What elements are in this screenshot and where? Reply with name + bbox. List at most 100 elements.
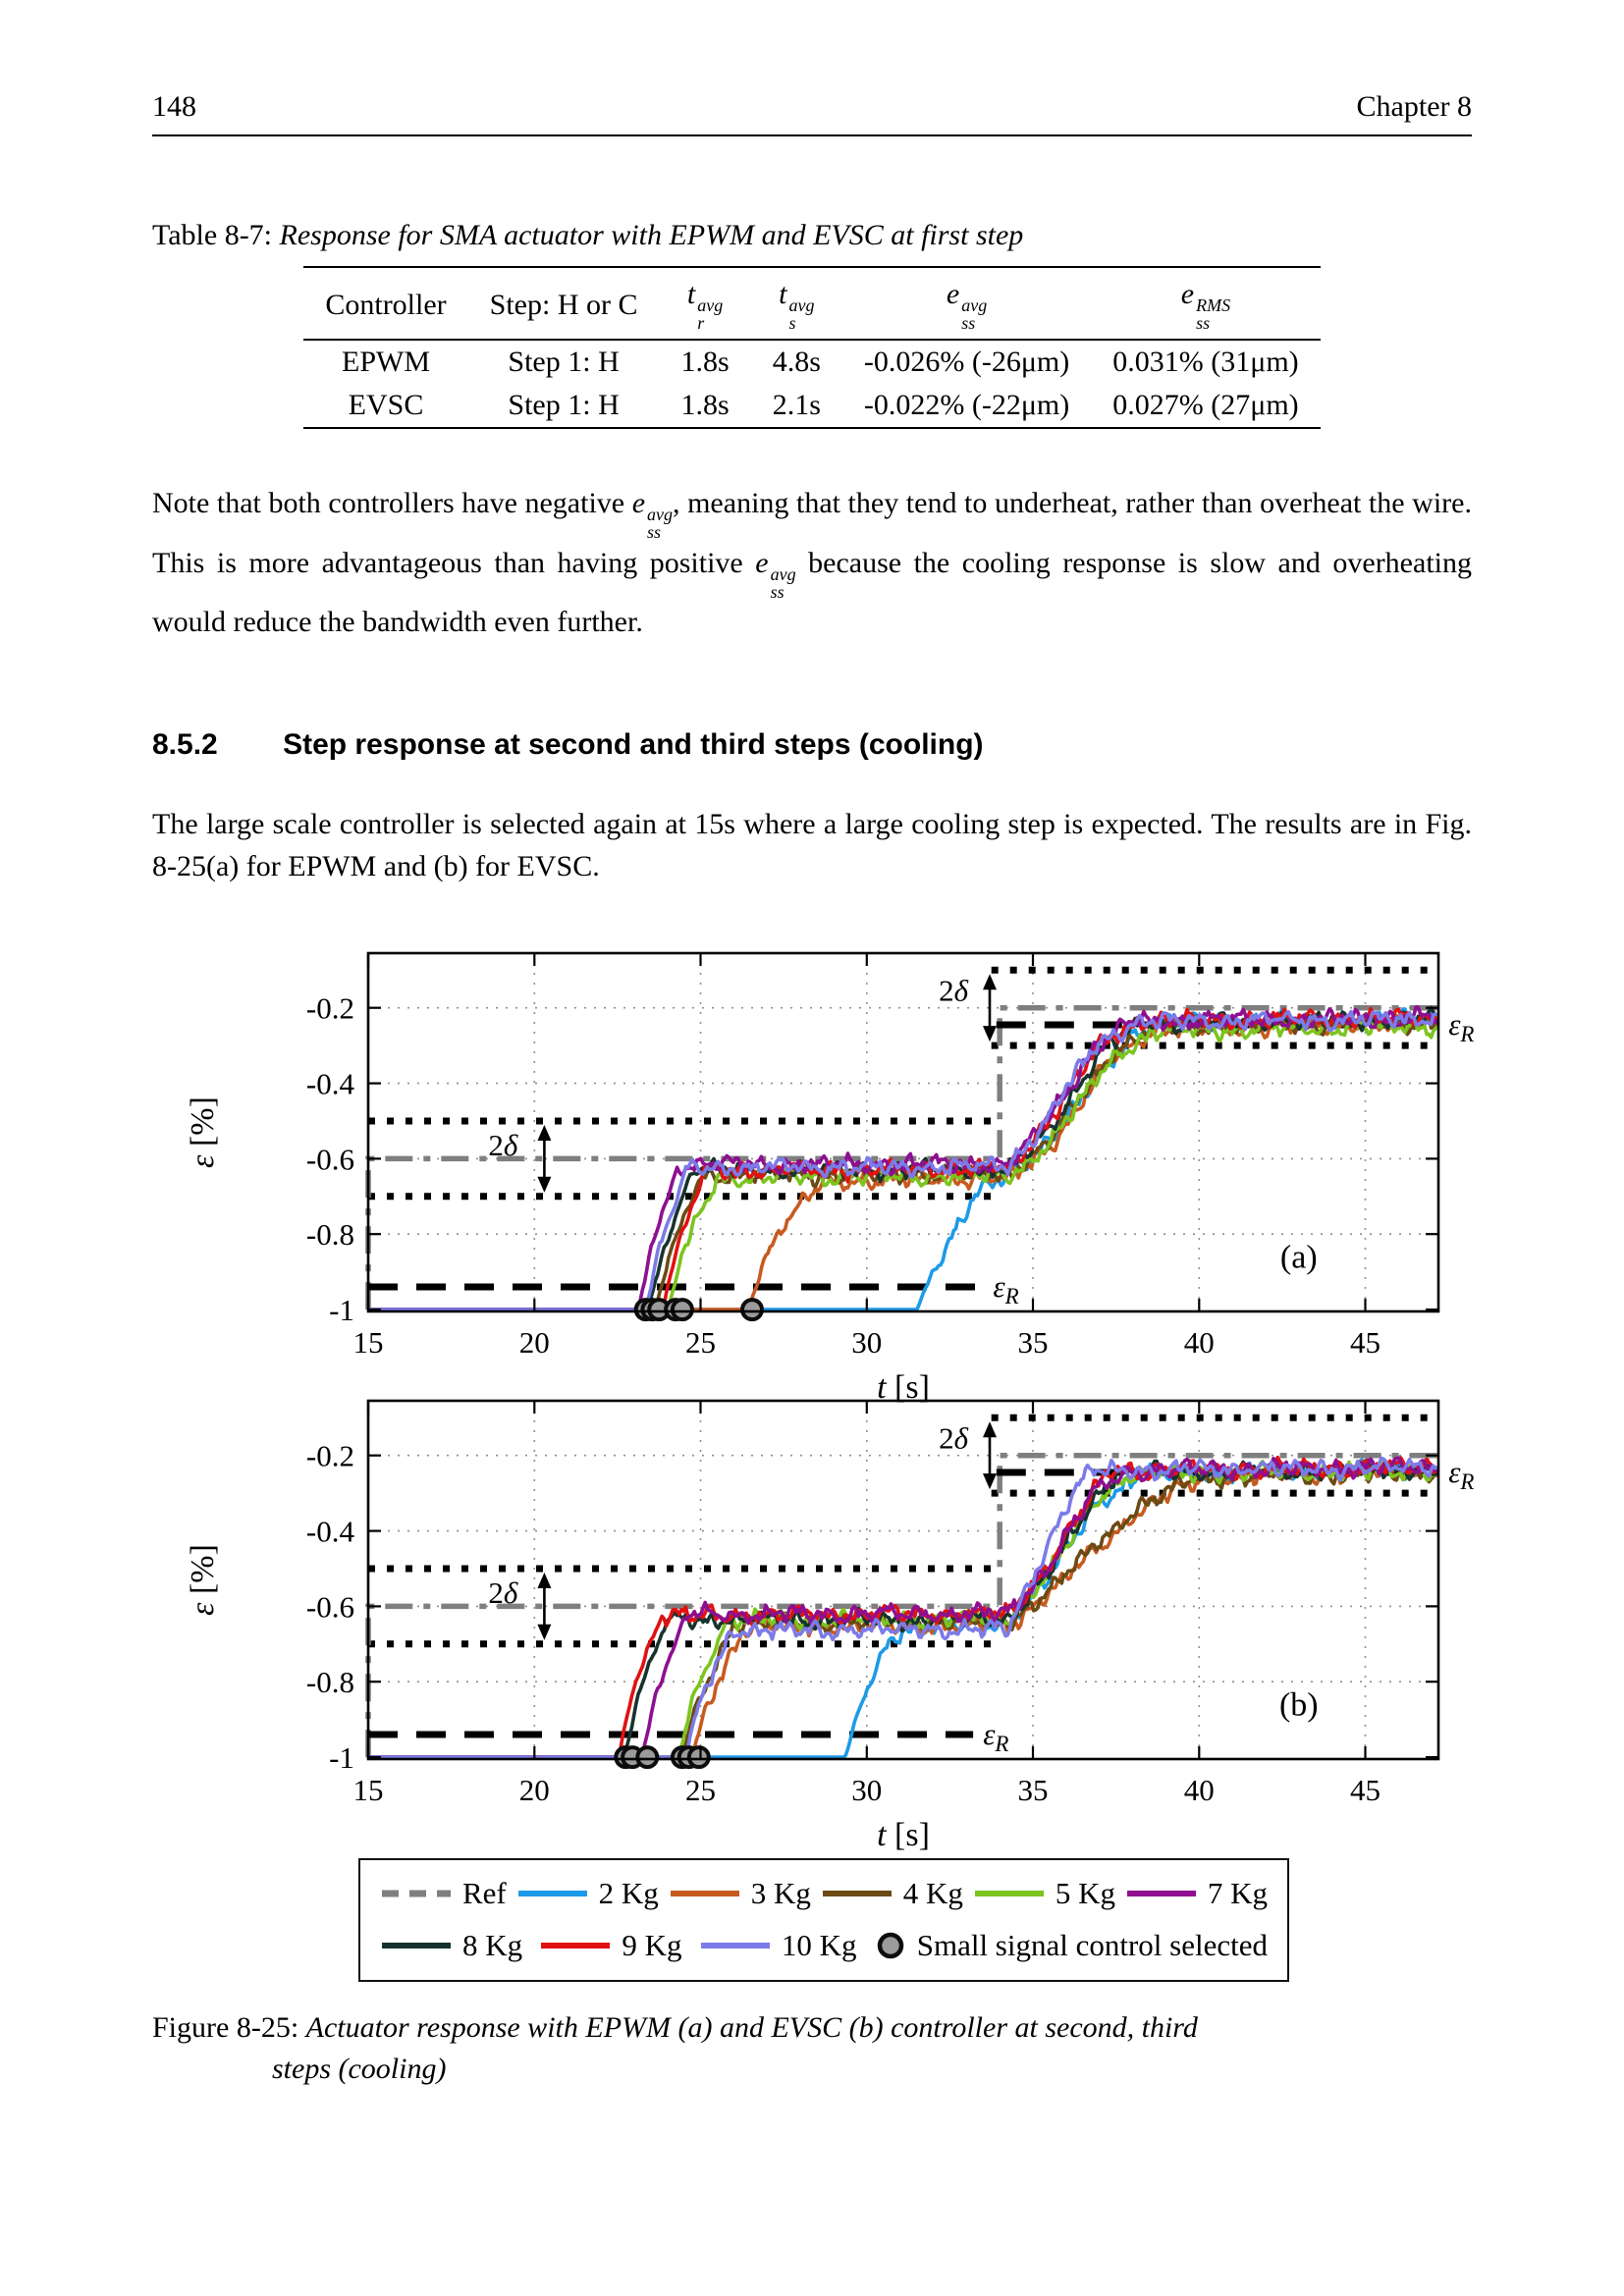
tick-labels: 15 20 25 30 35 40 45 -0.2 -0.4 -0.6 -0.8 -1 (306, 991, 1380, 1360)
table-header-cell: Step: H or C (467, 266, 660, 341)
table-cell: EPWM (342, 345, 430, 378)
legend-item: 7 Kg (1125, 1876, 1268, 1911)
math-symbol: t avg r (686, 278, 724, 334)
small-signal-markers (614, 1745, 711, 1770)
table-caption-title: Response for SMA actuator with EPWM and … (279, 219, 1024, 251)
figure-caption-line2: steps (cooling) (272, 2052, 447, 2085)
table-header-cell: Controller (303, 266, 468, 341)
legend-item: 3 Kg (669, 1876, 811, 1911)
table-caption-prefix: Table 8-7: (152, 219, 273, 251)
legend-label: 9 Kg (622, 1928, 682, 1963)
series-10kg (368, 1009, 1438, 1311)
table-header-cell: t avg r (659, 266, 751, 341)
table-cell: 0.031% (31μm) (1112, 345, 1299, 378)
legend-item: 2 Kg (516, 1876, 659, 1911)
chart-svg-b: εR εR 2δ 2δ (b) 15 20 25 30 35 40 45 -0.2 -0.4 -0.6 -0.… (185, 1399, 1474, 1853)
legend-row: 8 Kg 9 Kg 10 Kg Small signal control select… (380, 1920, 1268, 1972)
epsilon-r-label: εR (993, 1269, 1018, 1308)
note-paragraph: Note that both controllers have negative… (152, 486, 1472, 639)
legend-label: 8 Kg (462, 1928, 523, 1963)
body-paragraph: The large scale controller is selected a… (152, 807, 1472, 883)
page-header: 148 Chapter 8 (152, 90, 1472, 123)
table-cell: 1.8s (680, 345, 730, 378)
series-line-swatch-icon (822, 1891, 892, 1897)
svg-text:-0.6: -0.6 (306, 1589, 354, 1624)
svg-text:45: 45 (1350, 1325, 1380, 1360)
axis-labels: t [s]ε [%] (185, 1096, 930, 1406)
x-axis-label: t [s] (877, 1817, 930, 1853)
table-cell: Step 1: H (467, 383, 660, 429)
axis-frame (366, 1399, 1440, 1761)
tolerance-bands (368, 966, 1438, 1201)
figure-caption: Figure 8-25: Actuator response with EPWM… (152, 2007, 1472, 2090)
grid (368, 952, 1438, 1311)
section-title: Step response at second and third steps … (283, 727, 984, 761)
legend-item: 5 Kg (973, 1876, 1115, 1911)
svg-text:30: 30 (851, 1773, 882, 1807)
figure-8-25-chart-a: εR εR 2δ 2δ (a) 15 20 25 30 35 40 45 -0.2 -0.4 -0.6 -0.… (152, 943, 1474, 1406)
series-line-swatch-icon (382, 1943, 451, 1949)
svg-text:40: 40 (1184, 1325, 1215, 1360)
legend-label: 4 Kg (902, 1876, 963, 1911)
epsilon-r-label: εR (1448, 1455, 1474, 1494)
series-lines (368, 1005, 1438, 1311)
table-header-cell: e avg ss (841, 266, 1092, 341)
math-symbol: e RMS ss (1180, 278, 1231, 334)
axis-labels: t [s]ε [%] (185, 1544, 930, 1853)
table-caption: Table 8-7: Response for SMA actuator wit… (152, 219, 1472, 252)
legend-item: 4 Kg (821, 1876, 963, 1911)
legend-label: Small signal control selected (916, 1928, 1268, 1963)
svg-text:15: 15 (353, 1325, 384, 1360)
svg-text:15: 15 (353, 1773, 384, 1807)
table-cell: 2.1s (750, 383, 842, 429)
legend-label: 2 Kg (598, 1876, 659, 1911)
table-cell: 1.8s (659, 383, 751, 429)
axis-frame (366, 951, 1440, 1313)
two-delta-label: 2δ (488, 1128, 518, 1162)
section-heading: 8.5.2 Step response at second and third … (152, 728, 1472, 762)
tolerance-bands (368, 1414, 1438, 1648)
svg-text:35: 35 (1018, 1773, 1049, 1807)
two-delta-label: 2δ (939, 973, 969, 1007)
page-number: 148 (152, 90, 196, 123)
table-cell: -0.022% (-22μm) (841, 383, 1092, 429)
results-table-body: EPWM Step 1: H 1.8s 4.8s -0.026% (-26μm) 0.03… (303, 340, 1321, 429)
svg-text:45: 45 (1350, 1773, 1380, 1807)
series-3kg (368, 1460, 1438, 1759)
legend-item: 10 Kg (699, 1928, 856, 1963)
svg-text:25: 25 (685, 1325, 716, 1360)
svg-text:-0.8: -0.8 (306, 1217, 354, 1252)
table-row: EPWM Step 1: H 1.8s 4.8s -0.026% (-26μm) 0.03… (303, 340, 1320, 384)
svg-text:-0.8: -0.8 (306, 1665, 354, 1699)
legend-item: Ref (380, 1876, 507, 1911)
legend-label: 7 Kg (1207, 1876, 1268, 1911)
legend-item: 8 Kg (380, 1928, 522, 1963)
table-cell: 4.8s (772, 345, 821, 378)
two-delta-label: 2δ (939, 1420, 969, 1455)
two-delta-label: 2δ (488, 1575, 518, 1610)
table-cell: Step 1: H (508, 345, 620, 378)
math-symbol: e avg ss (755, 546, 796, 603)
table-header-cell: t avg s (750, 266, 842, 341)
svg-text:-0.4: -0.4 (306, 1515, 355, 1549)
series-line-swatch-icon (517, 1891, 587, 1897)
svg-text:20: 20 (519, 1325, 550, 1360)
series-line-swatch-icon (1126, 1891, 1196, 1897)
small-signal-markers (633, 1298, 764, 1322)
legend-label: 3 Kg (750, 1876, 811, 1911)
figure-caption-text: Actuator response with EPWM (a) and EVSC… (305, 2010, 1198, 2044)
legend-item: 9 Kg (539, 1928, 682, 1963)
svg-text:-1: -1 (329, 1293, 354, 1327)
epsilon-r-label: εR (1448, 1007, 1474, 1046)
svg-text:30: 30 (851, 1325, 882, 1360)
series-10kg (368, 1456, 1438, 1759)
tick-labels: 15 20 25 30 35 40 45 -0.2 -0.4 -0.6 -0.8 -1 (306, 1439, 1380, 1807)
svg-text:25: 25 (685, 1773, 716, 1807)
small-signal-marker-icon (877, 1933, 903, 1959)
subplot-label: (a) (1280, 1239, 1318, 1275)
series-line-swatch-icon (541, 1943, 611, 1949)
grid (368, 1400, 1438, 1759)
table-cell: 0.027% (27μm) (1091, 383, 1321, 429)
section-number: 8.5.2 (152, 727, 218, 761)
legend-item: Small signal control selected (874, 1928, 1268, 1963)
